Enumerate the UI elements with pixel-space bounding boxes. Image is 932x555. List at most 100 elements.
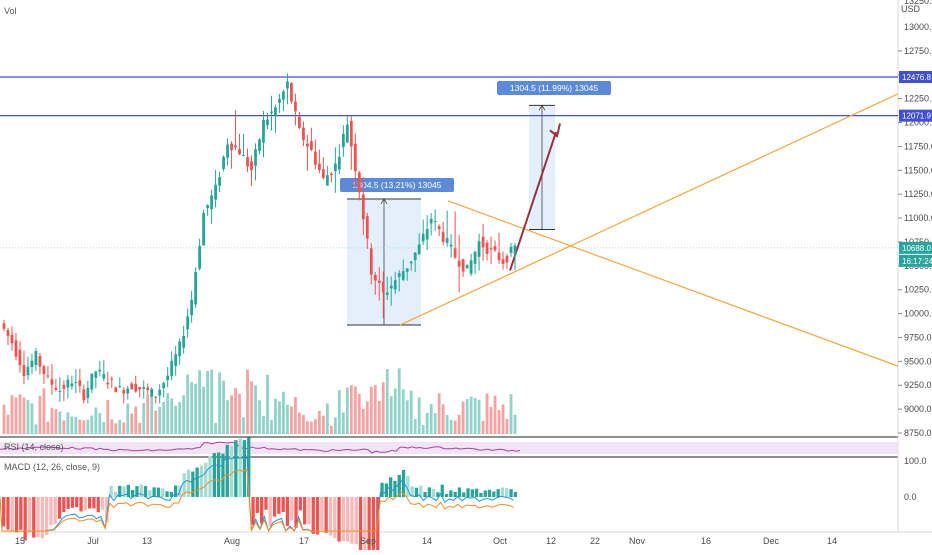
candle-body[interactable] — [178, 341, 182, 357]
candle-body[interactable] — [393, 280, 397, 290]
candle-body[interactable] — [50, 379, 54, 385]
candle-body[interactable] — [469, 260, 473, 274]
candle-body[interactable] — [138, 387, 142, 390]
candle-body[interactable] — [417, 244, 421, 254]
candle-body[interactable] — [405, 268, 409, 272]
candle-body[interactable] — [258, 139, 261, 151]
candle-body[interactable] — [198, 245, 202, 269]
candle-body[interactable] — [118, 386, 122, 388]
candle-body[interactable] — [190, 299, 194, 316]
candle-body[interactable] — [242, 154, 245, 156]
candle-body[interactable] — [357, 172, 361, 193]
candle-body[interactable] — [509, 246, 513, 253]
candle-body[interactable] — [441, 232, 445, 242]
candle-body[interactable] — [369, 248, 373, 275]
candle-body[interactable] — [485, 242, 489, 254]
candle-body[interactable] — [142, 387, 146, 389]
candle-body[interactable] — [353, 143, 357, 172]
candle-body[interactable] — [62, 384, 66, 389]
candle-body[interactable] — [282, 91, 285, 100]
candle-body[interactable] — [266, 119, 269, 126]
candle-body[interactable] — [18, 349, 22, 366]
candle-body[interactable] — [317, 163, 321, 171]
candle-body[interactable] — [226, 144, 229, 158]
candle-body[interactable] — [286, 81, 289, 89]
candle-body[interactable] — [166, 375, 170, 381]
candle-body[interactable] — [82, 389, 86, 401]
candle-body[interactable] — [381, 282, 385, 293]
candle-body[interactable] — [306, 143, 309, 147]
candle-body[interactable] — [329, 173, 333, 175]
candle-body[interactable] — [158, 389, 162, 396]
candle-body[interactable] — [453, 248, 457, 258]
candle-body[interactable] — [349, 121, 353, 147]
candle-body[interactable] — [274, 107, 277, 116]
candle-body[interactable] — [22, 365, 26, 377]
candle-body[interactable] — [333, 163, 337, 172]
candle-body[interactable] — [66, 379, 70, 388]
candle-body[interactable] — [30, 360, 34, 368]
candle-body[interactable] — [254, 149, 257, 166]
candle-body[interactable] — [262, 119, 265, 143]
candle-body[interactable] — [26, 366, 30, 376]
candle-body[interactable] — [389, 285, 393, 289]
candle-body[interactable] — [270, 111, 273, 113]
candle-body[interactable] — [94, 371, 98, 378]
candle-body[interactable] — [250, 161, 253, 171]
price-axis[interactable]: 12750.012500.012250.012000.011750.011500… — [898, 0, 932, 502]
candle-body[interactable] — [102, 373, 106, 379]
candle-body[interactable] — [325, 175, 329, 186]
candle-body[interactable] — [6, 330, 10, 336]
candle-body[interactable] — [202, 212, 206, 246]
candle-body[interactable] — [58, 391, 62, 393]
candle-body[interactable] — [2, 323, 6, 329]
candle-body[interactable] — [162, 382, 166, 389]
candle-body[interactable] — [493, 246, 497, 251]
candle-body[interactable] — [373, 275, 377, 281]
candle-body[interactable] — [130, 383, 134, 390]
candle-body[interactable] — [341, 133, 345, 148]
candle-body[interactable] — [126, 388, 130, 394]
candle-body[interactable] — [505, 255, 509, 263]
candle-body[interactable] — [513, 245, 517, 255]
candle-body[interactable] — [78, 380, 82, 386]
candle-body[interactable] — [321, 169, 325, 179]
candle-body[interactable] — [449, 244, 453, 247]
candle-body[interactable] — [14, 340, 18, 357]
candle-body[interactable] — [409, 261, 413, 264]
candle-body[interactable] — [413, 252, 417, 261]
candle-body[interactable] — [206, 205, 209, 209]
candle-body[interactable] — [146, 387, 150, 391]
candle-body[interactable] — [489, 248, 493, 250]
candle-body[interactable] — [246, 157, 249, 167]
candle-body[interactable] — [174, 354, 178, 367]
candle-body[interactable] — [42, 366, 46, 375]
candle-body[interactable] — [433, 221, 437, 223]
candle-body[interactable] — [194, 272, 198, 305]
candle-body[interactable] — [86, 388, 90, 399]
candle-body[interactable] — [497, 252, 501, 261]
candle-body[interactable] — [481, 236, 485, 248]
candle-body[interactable] — [477, 241, 481, 257]
time-axis[interactable]: 15 Jul 13 Aug 17 Sep 14 Oct 12 22 Nov 16 Dec 14 — [15, 536, 837, 546]
candle-body[interactable] — [361, 194, 365, 220]
candle-body[interactable] — [170, 360, 174, 377]
candle-body[interactable] — [122, 390, 126, 394]
candle-body[interactable] — [385, 292, 389, 295]
candle-body[interactable] — [238, 149, 241, 155]
candle-body[interactable] — [377, 280, 381, 283]
candle-body[interactable] — [234, 145, 237, 148]
candle-body[interactable] — [74, 382, 78, 384]
candle-body[interactable] — [457, 260, 461, 267]
candle-body[interactable] — [429, 219, 433, 224]
candle-body[interactable] — [38, 356, 42, 367]
candle-body[interactable] — [278, 98, 281, 103]
candle-body[interactable] — [345, 124, 349, 143]
candle-body[interactable] — [150, 388, 154, 397]
candle-body[interactable] — [222, 156, 225, 169]
candle-body[interactable] — [114, 387, 118, 393]
candle-body[interactable] — [46, 375, 50, 377]
candle-body[interactable] — [461, 259, 465, 272]
candle-body[interactable] — [230, 143, 233, 151]
candle-body[interactable] — [365, 216, 369, 239]
